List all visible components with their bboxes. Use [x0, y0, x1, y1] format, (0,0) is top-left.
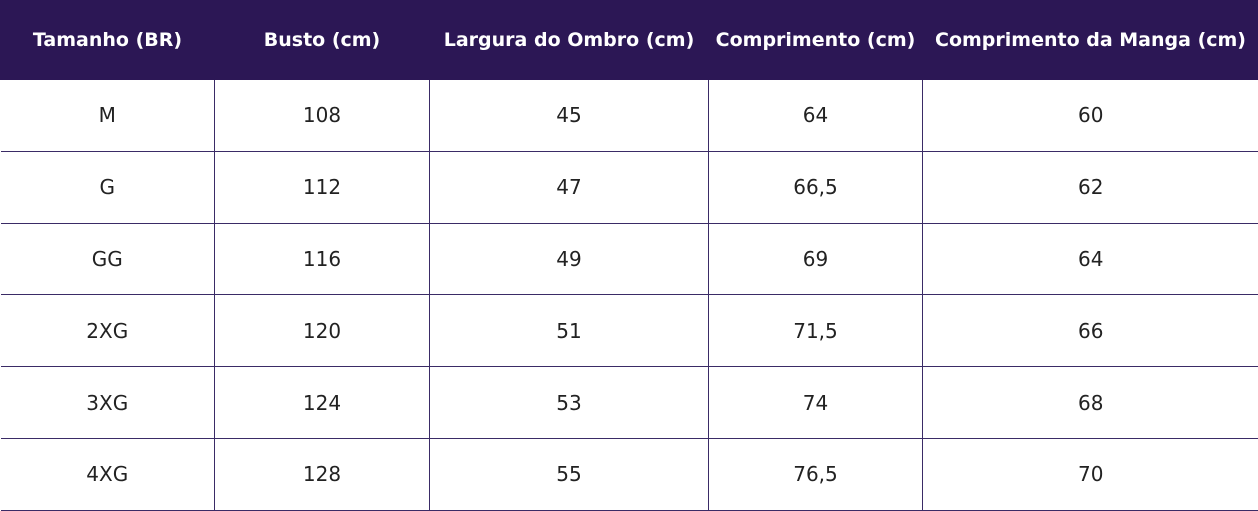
cell-bust: 112 [215, 151, 430, 223]
cell-sleeve-length: 68 [923, 367, 1258, 439]
cell-bust: 116 [215, 223, 430, 295]
cell-size: 2XG [1, 295, 215, 367]
cell-bust: 124 [215, 367, 430, 439]
cell-length: 69 [709, 223, 923, 295]
cell-sleeve-length: 62 [923, 151, 1258, 223]
header-length: Comprimento (cm) [709, 1, 923, 80]
cell-shoulder-width: 49 [430, 223, 709, 295]
cell-size: M [1, 80, 215, 152]
table-row: 3XG 124 53 74 68 [1, 367, 1258, 439]
table-header-row: Tamanho (BR) Busto (cm) Largura do Ombro… [1, 1, 1258, 80]
cell-shoulder-width: 47 [430, 151, 709, 223]
cell-shoulder-width: 53 [430, 367, 709, 439]
cell-length: 64 [709, 80, 923, 152]
header-shoulder-width: Largura do Ombro (cm) [430, 1, 709, 80]
cell-size: GG [1, 223, 215, 295]
cell-shoulder-width: 51 [430, 295, 709, 367]
table-row: GG 116 49 69 64 [1, 223, 1258, 295]
header-size: Tamanho (BR) [1, 1, 215, 80]
table-row: G 112 47 66,5 62 [1, 151, 1258, 223]
cell-sleeve-length: 66 [923, 295, 1258, 367]
cell-length: 66,5 [709, 151, 923, 223]
cell-bust: 108 [215, 80, 430, 152]
table-row: M 108 45 64 60 [1, 80, 1258, 152]
cell-shoulder-width: 45 [430, 80, 709, 152]
cell-length: 71,5 [709, 295, 923, 367]
cell-sleeve-length: 60 [923, 80, 1258, 152]
table-row: 2XG 120 51 71,5 66 [1, 295, 1258, 367]
cell-length: 74 [709, 367, 923, 439]
cell-size: 3XG [1, 367, 215, 439]
cell-size: G [1, 151, 215, 223]
header-sleeve-length: Comprimento da Manga (cm) [923, 1, 1258, 80]
header-bust: Busto (cm) [215, 1, 430, 80]
cell-sleeve-length: 64 [923, 223, 1258, 295]
cell-bust: 120 [215, 295, 430, 367]
